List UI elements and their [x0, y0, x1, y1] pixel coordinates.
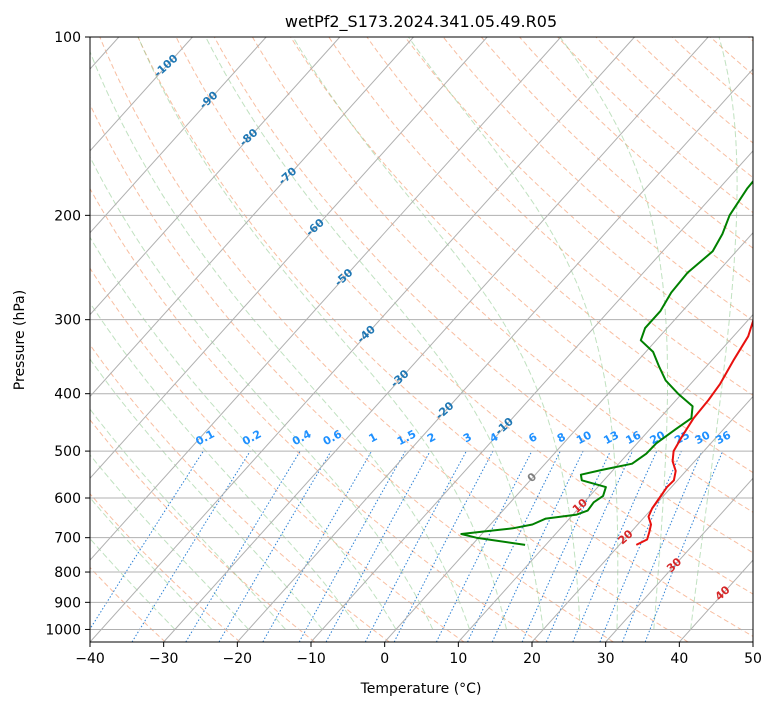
x-tick-label: 10: [449, 651, 467, 667]
x-tick-label: −30: [149, 651, 179, 667]
y-tick-label: 600: [54, 491, 81, 507]
x-tick-label: −20: [223, 651, 253, 667]
x-tick-label: −10: [296, 651, 326, 667]
y-tick-label: 900: [54, 595, 81, 611]
x-tick-label: 50: [744, 651, 762, 667]
y-tick-label: 1000: [45, 622, 81, 638]
y-tick-label: 300: [54, 313, 81, 329]
x-tick-label: 0: [380, 651, 389, 667]
y-axis-label: Pressure (hPa): [12, 290, 28, 390]
y-tick-label: 100: [54, 30, 81, 46]
y-tick-label: 200: [54, 208, 81, 224]
y-tick-label: 700: [54, 531, 81, 547]
y-tick-label: 800: [54, 565, 81, 581]
x-tick-label: 30: [597, 651, 615, 667]
x-tick-label: 20: [523, 651, 541, 667]
y-tick-label: 500: [54, 444, 81, 460]
x-tick-label: −40: [75, 651, 105, 667]
y-tick-label: 400: [54, 387, 81, 403]
chart-title: wetPf2_S173.2024.341.05.49.R05: [285, 12, 557, 32]
x-tick-label: 40: [670, 651, 688, 667]
x-axis-label: Temperature (°C): [360, 681, 482, 697]
